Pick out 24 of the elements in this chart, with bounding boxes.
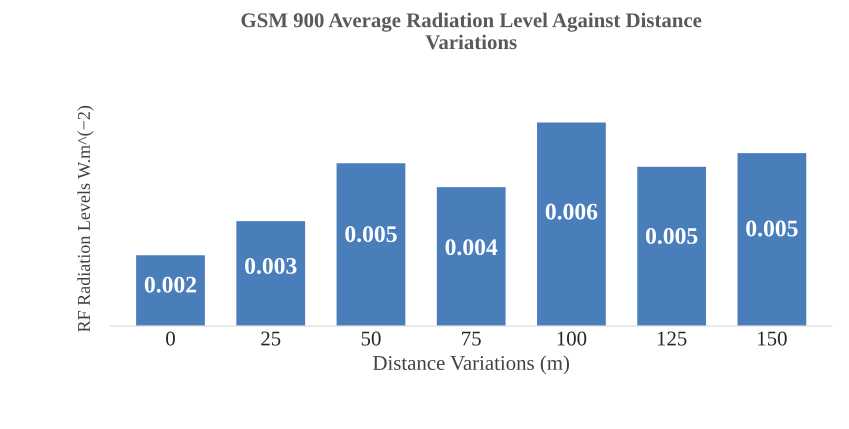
data-label: 0.002 xyxy=(144,276,196,293)
x-tick-label: 100 xyxy=(558,332,586,346)
x-tick-label: 75 xyxy=(462,332,481,346)
x-tick-label: 125 xyxy=(658,332,686,346)
bar xyxy=(435,186,507,326)
data-label: 0.004 xyxy=(446,239,498,256)
bar xyxy=(536,121,608,326)
bar xyxy=(736,152,808,326)
data-label: 0.005 xyxy=(746,220,798,237)
x-tick-label: 150 xyxy=(758,332,787,346)
bar xyxy=(636,165,708,326)
x-tick-label: 0 xyxy=(166,332,175,346)
x-tick-label: 50 xyxy=(362,332,381,346)
chart-title: GSM 900 Average Radiation Level Against Distance Variations xyxy=(242,12,702,50)
data-label: 0.006 xyxy=(546,204,598,220)
bar xyxy=(234,220,307,326)
data-label: 0.005 xyxy=(345,226,397,242)
bar xyxy=(134,254,206,326)
data-label: 0.003 xyxy=(245,258,296,274)
y-axis-title: RF Radiation Levels W.m^(−2) xyxy=(77,106,94,332)
data-label: 0.005 xyxy=(646,228,698,244)
bar xyxy=(335,162,407,326)
x-axis-title: Distance Variations (m) xyxy=(373,355,570,374)
x-tick-label: 25 xyxy=(261,332,280,346)
